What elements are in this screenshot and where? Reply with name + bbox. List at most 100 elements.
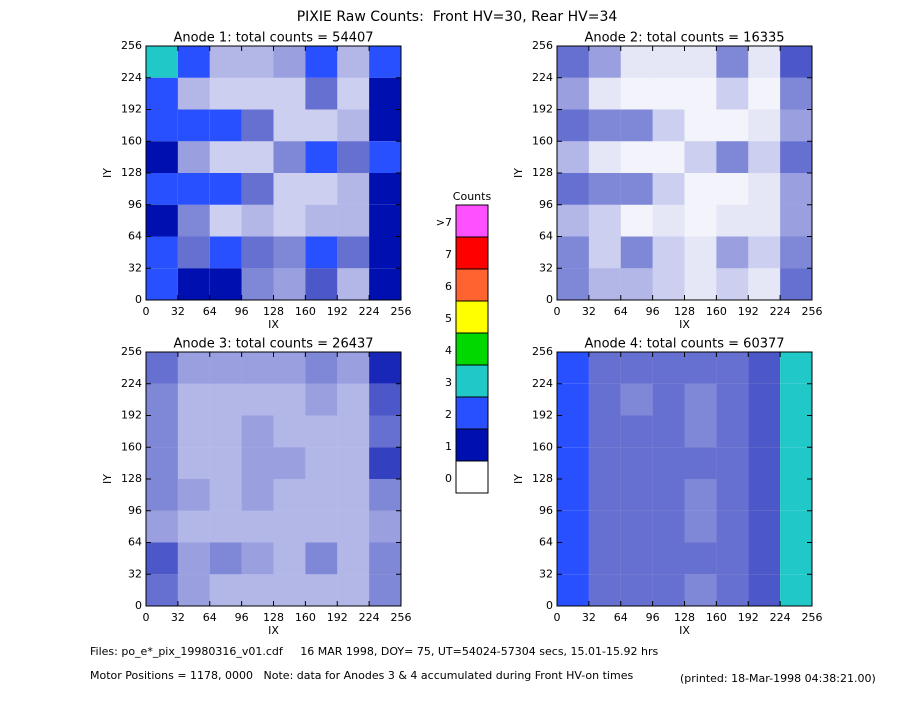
- y-tick-label: 160: [532, 134, 553, 147]
- heat-cell: [557, 236, 589, 269]
- heat-cell: [620, 447, 653, 479]
- heat-cell: [369, 383, 401, 416]
- heat-cell: [241, 46, 274, 78]
- x-axis-label: IX: [679, 624, 690, 637]
- x-tick-label: 224: [770, 611, 791, 624]
- x-tick-label: 160: [295, 305, 316, 318]
- heat-cell: [620, 268, 653, 300]
- heat-cell: [273, 268, 306, 300]
- heat-cell: [337, 236, 370, 269]
- heat-cell: [620, 77, 653, 110]
- heat-cell: [620, 141, 653, 173]
- y-axis-label: IY: [512, 168, 525, 178]
- heat-cell: [588, 510, 621, 543]
- heat-cell: [241, 173, 274, 205]
- heat-cell: [557, 141, 589, 173]
- heat-cell: [369, 141, 401, 173]
- heat-cell: [337, 173, 370, 205]
- y-tick-label: 64: [539, 230, 553, 243]
- heat-cell: [146, 204, 178, 237]
- heat-cell: [748, 109, 781, 142]
- x-tick-label: 160: [706, 305, 727, 318]
- heat-cell: [273, 173, 306, 205]
- heat-cell: [177, 204, 210, 237]
- y-tick-label: 256: [532, 39, 553, 52]
- heat-cell: [241, 204, 274, 237]
- heat-cell: [684, 46, 717, 78]
- heat-cell: [209, 510, 242, 543]
- heat-cell: [588, 268, 621, 300]
- heat-cell: [716, 510, 749, 543]
- colorbar-swatch: [455, 364, 489, 398]
- heat-cell: [588, 415, 621, 448]
- footer-files: Files: po_e*_pix_19980316_v01.cdf 16 MAR…: [90, 645, 658, 658]
- heat-cell: [780, 542, 812, 575]
- y-tick-label: 96: [128, 198, 142, 211]
- heat-cell: [748, 204, 781, 237]
- heat-cell: [273, 141, 306, 173]
- heat-cell: [369, 236, 401, 269]
- colorbar-label: 4: [445, 344, 452, 357]
- heat-cell: [177, 447, 210, 479]
- heat-cell: [652, 77, 685, 110]
- heat-cell: [177, 173, 210, 205]
- y-tick-label: 224: [121, 377, 142, 390]
- y-tick-label: 64: [128, 536, 142, 549]
- heat-cell: [557, 447, 589, 479]
- heat-cell: [209, 415, 242, 448]
- heat-cell: [780, 46, 812, 78]
- heat-cell: [369, 574, 401, 606]
- x-tick-label: 256: [391, 305, 412, 318]
- heat-cell: [557, 479, 589, 511]
- y-axis-label: IY: [512, 474, 525, 484]
- heat-cell: [305, 173, 338, 205]
- heat-cell: [273, 236, 306, 269]
- heat-cell: [684, 574, 717, 606]
- heat-cell: [369, 204, 401, 237]
- heat-cell: [716, 236, 749, 269]
- heat-cell: [588, 383, 621, 416]
- heat-cell: [273, 542, 306, 575]
- y-tick-label: 32: [539, 261, 553, 274]
- heat-cell: [337, 415, 370, 448]
- heat-cell: [305, 268, 338, 300]
- heat-cell: [273, 479, 306, 511]
- heat-cell: [305, 415, 338, 448]
- heat-cell: [241, 574, 274, 606]
- colorbar-swatch: [455, 396, 489, 430]
- heat-cell: [620, 46, 653, 78]
- heat-cell: [273, 383, 306, 416]
- heat-cell: [684, 173, 717, 205]
- colorbar-swatch: [455, 300, 489, 334]
- heat-cell: [588, 574, 621, 606]
- heat-cell: [273, 415, 306, 448]
- x-tick-label: 128: [263, 611, 284, 624]
- heat-cell: [557, 46, 589, 78]
- x-tick-label: 32: [171, 611, 185, 624]
- heat-cell: [241, 479, 274, 511]
- heat-cell: [652, 574, 685, 606]
- heat-cell: [337, 77, 370, 110]
- heat-cell: [780, 574, 812, 606]
- x-tick-label: 160: [295, 611, 316, 624]
- panel-title: Anode 1: total counts = 54407: [173, 31, 373, 46]
- heat-cell: [748, 415, 781, 448]
- y-tick-label: 0: [135, 599, 142, 612]
- colorbar-label: 6: [445, 280, 452, 293]
- y-tick-label: 224: [532, 377, 553, 390]
- heat-cell: [588, 479, 621, 511]
- heat-cell: [146, 574, 178, 606]
- heat-cell: [305, 510, 338, 543]
- heat-cell: [620, 383, 653, 416]
- y-tick-label: 256: [121, 39, 142, 52]
- x-axis-label: IX: [268, 318, 279, 331]
- colorbar-label: 2: [445, 408, 452, 421]
- heat-cell: [588, 236, 621, 269]
- heat-cell: [557, 542, 589, 575]
- heat-cell: [305, 204, 338, 237]
- panel-title: Anode 3: total counts = 26437: [173, 337, 373, 352]
- heat-cell: [177, 415, 210, 448]
- panel-title: Anode 4: total counts = 60377: [584, 337, 784, 352]
- x-axis-label: IX: [268, 624, 279, 637]
- y-tick-label: 96: [539, 504, 553, 517]
